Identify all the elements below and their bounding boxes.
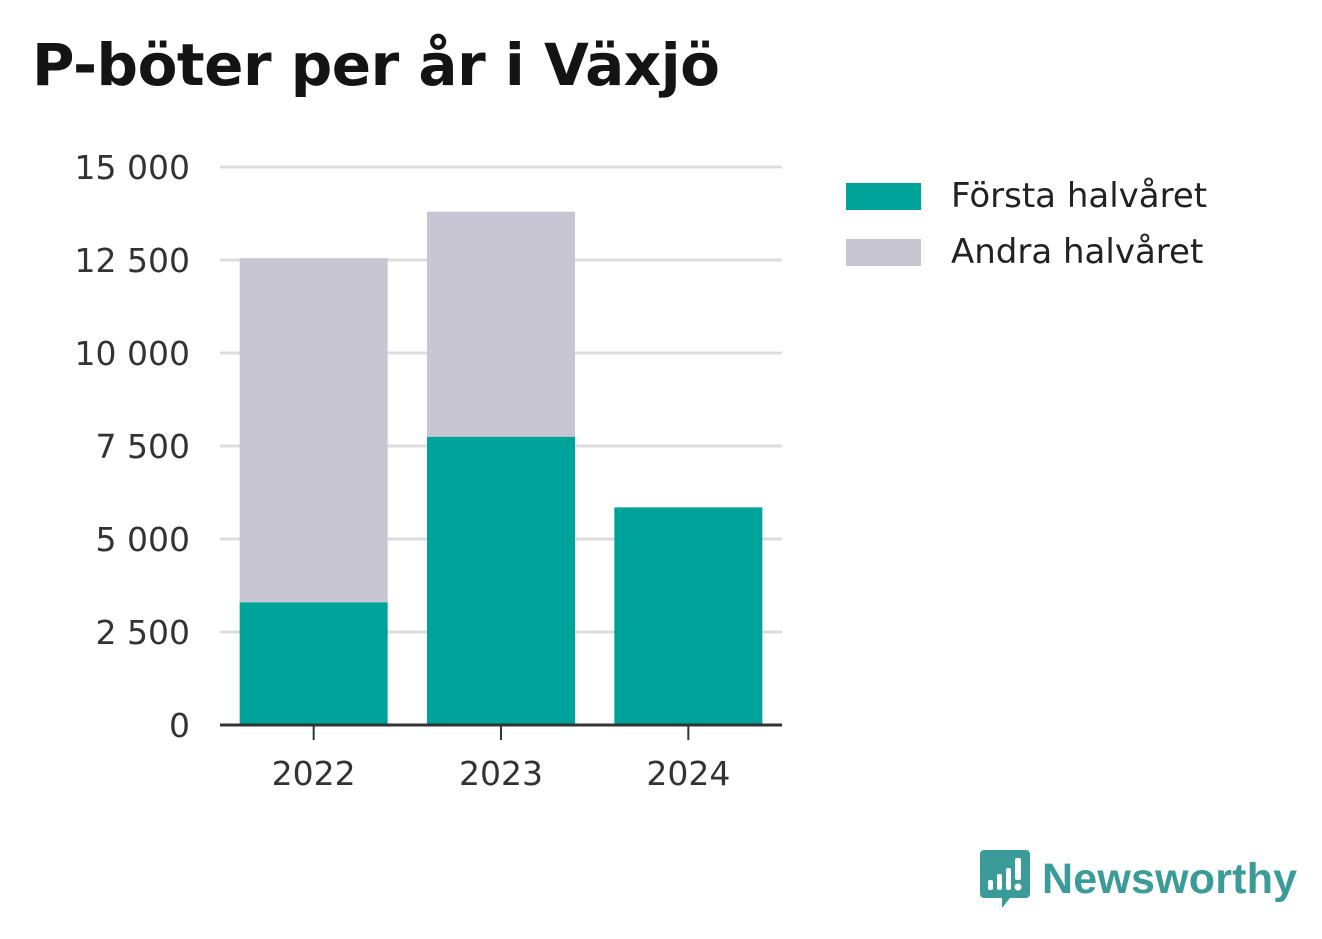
axes: 0 2 500 5 000 7 500 10 000 12 500 15 000 2022 20… <box>75 148 782 793</box>
bar-2024-first-half <box>614 507 763 725</box>
legend-item-second-half: Andra halvåret <box>846 224 1207 280</box>
y-tick-label: 5 000 <box>96 520 190 559</box>
y-tick-label: 10 000 <box>75 334 190 373</box>
x-tick-label: 2022 <box>272 754 356 793</box>
legend-item-first-half: Första halvåret <box>846 168 1207 224</box>
y-tick-label: 2 500 <box>96 613 190 652</box>
brand-name: Newsworthy <box>1042 854 1298 903</box>
bar-2022-second-half <box>239 258 388 603</box>
bar-2023-second-half <box>427 211 575 437</box>
newsworthy-logo-icon <box>980 850 1030 908</box>
legend-label-first-half: Första halvåret <box>951 176 1208 216</box>
y-tick-label: 15 000 <box>75 148 190 187</box>
brand-logo: Newsworthy <box>980 848 1297 910</box>
bar-2022-first-half <box>239 602 388 725</box>
y-tick-label: 12 500 <box>75 241 190 280</box>
y-tick-label: 0 <box>169 706 190 745</box>
chart-title: P-böter per år i Växjö <box>32 31 720 99</box>
legend-swatch-second-half <box>846 238 921 266</box>
legend-label-second-half: Andra halvåret <box>951 232 1204 272</box>
bar-2023-first-half <box>427 436 575 725</box>
legend: Första halvåret Andra halvåret <box>846 168 1207 280</box>
y-tick-label: 7 500 <box>96 427 190 466</box>
legend-swatch-first-half <box>846 182 921 210</box>
x-tick-label: 2024 <box>646 754 730 793</box>
x-tick-label: 2023 <box>459 754 543 793</box>
bars <box>239 211 763 725</box>
